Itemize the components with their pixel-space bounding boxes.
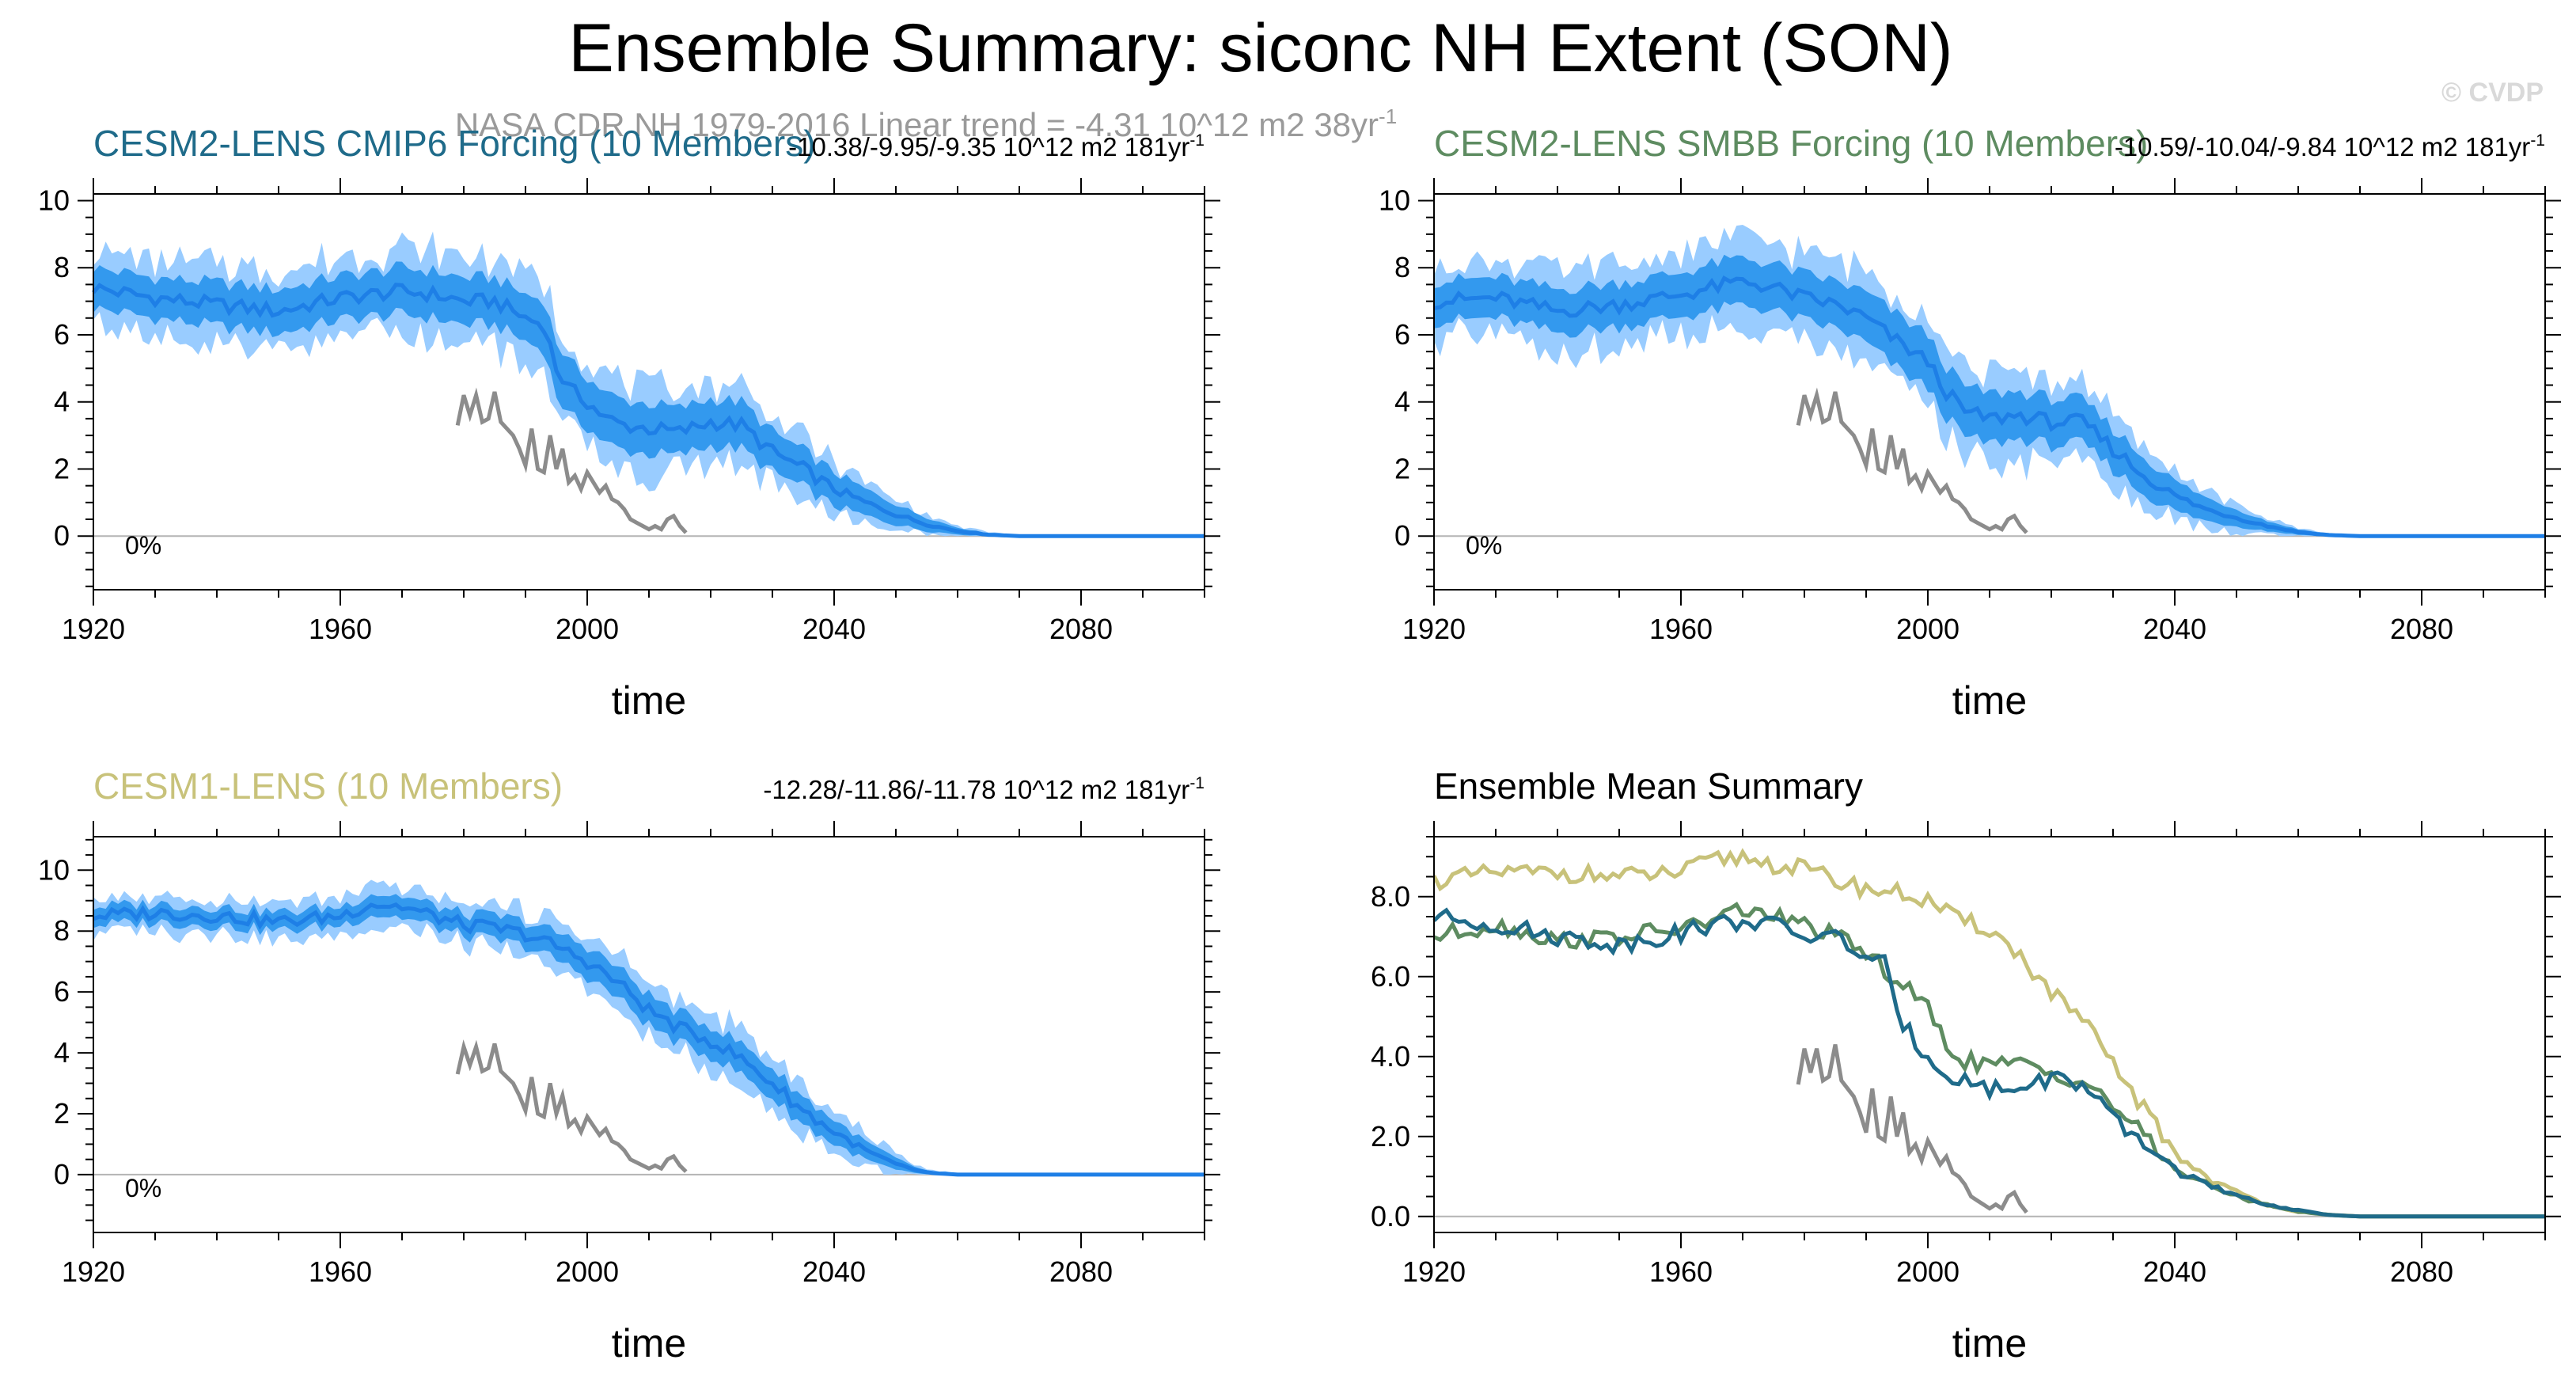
obs-trend-note: NASA CDR NH 1979-2016 Linear trend = -4.… — [455, 104, 1397, 143]
ensemble-range-band — [1434, 225, 2545, 537]
panel-title: CESM1-LENS (10 Members) — [93, 765, 563, 807]
percent-label: 0% — [1466, 531, 1502, 560]
panel-title: Ensemble Mean Summary — [1434, 765, 1863, 807]
y-tick-label: 0.0 — [1371, 1200, 1410, 1232]
x-tick-label: 2080 — [2390, 1255, 2453, 1288]
plot-frame — [1433, 836, 2546, 1233]
x-tick-label: 2040 — [802, 1255, 866, 1288]
x-tick-label: 2040 — [2143, 1255, 2206, 1288]
panels-group: CESM2-LENS CMIP6 Forcing (10 Members)-10… — [38, 123, 2561, 1365]
x-tick-label: 2080 — [2390, 613, 2453, 645]
ensemble-iqr-band — [1434, 254, 2545, 537]
y-tick-label: 10 — [1379, 184, 1410, 216]
y-tick-label: 6.0 — [1371, 960, 1410, 993]
trend-label: -10.59/-10.04/-9.84 10^12 m2 181yr-1 — [2115, 131, 2545, 161]
y-tick-label: 2 — [54, 452, 70, 484]
x-tick-label: 2000 — [1896, 613, 1960, 645]
panel-title: CESM2-LENS SMBB Forcing (10 Members) — [1434, 123, 2148, 164]
y-tick-label: 4 — [54, 385, 70, 418]
ensemble-iqr-band — [93, 894, 1205, 1175]
ensemble-mean-line — [1433, 275, 2545, 538]
x-tick-label: 1920 — [1402, 1255, 1466, 1288]
x-tick-label: 1920 — [1402, 613, 1466, 645]
x-axis-label: time — [1952, 1321, 2027, 1365]
percent-label: 0% — [125, 531, 161, 560]
y-tick-label: 0 — [54, 1158, 70, 1191]
x-tick-label: 2000 — [556, 613, 619, 645]
y-tick-label: 10 — [38, 853, 70, 886]
x-tick-label: 1920 — [62, 1255, 125, 1288]
x-tick-label: 2000 — [556, 1255, 619, 1288]
y-tick-label: 8 — [54, 914, 70, 947]
y-tick-label: 10 — [38, 184, 70, 216]
cvdp-credit: © CVDP — [2441, 78, 2544, 108]
x-tick-label: 1960 — [309, 613, 372, 645]
x-axis-label: time — [1952, 678, 2027, 723]
x-tick-label: 1960 — [1649, 613, 1713, 645]
panel-1: CESM2-LENS CMIP6 Forcing (10 Members)-10… — [38, 123, 1220, 723]
ensemble-iqr-band — [93, 261, 1205, 537]
y-tick-label: 4 — [54, 1036, 70, 1069]
panel-3: CESM1-LENS (10 Members) -12.28/-11.86/-11… — [38, 765, 1220, 1365]
figure-title: Ensemble Summary: siconc NH Extent (SON) — [568, 10, 1952, 86]
y-tick-label: 6 — [54, 975, 70, 1008]
y-tick-label: 8 — [54, 251, 70, 283]
observations-line — [455, 387, 688, 534]
y-tick-label: 0 — [54, 519, 70, 552]
x-tick-label: 1960 — [1649, 1255, 1713, 1288]
x-axis-label: time — [612, 678, 686, 723]
ensemble-mean-line — [92, 283, 1205, 538]
trend-label: -12.28/-11.86/-11.78 10^12 m2 181yr-1 — [763, 774, 1205, 804]
panel-title: CESM2-LENS CMIP6 Forcing (10 Members) — [93, 123, 816, 164]
observations-line — [1796, 1044, 2028, 1214]
x-axis-label: time — [612, 1321, 686, 1365]
panel-2: CESM2-LENS SMBB Forcing (10 Members)-10.… — [1379, 123, 2561, 723]
x-tick-label: 1960 — [309, 1255, 372, 1288]
x-tick-label: 2040 — [802, 613, 866, 645]
ensemble-range-band — [93, 231, 1205, 537]
y-tick-label: 6 — [1394, 318, 1410, 351]
y-tick-label: 6 — [54, 318, 70, 351]
series-line-cesm2-lens-smbb-forcing — [1433, 902, 2545, 1219]
series-line-cesm2-lens-cmip6-forcing — [1432, 907, 2545, 1219]
ensemble-mean-line — [93, 902, 1205, 1177]
x-tick-label: 2040 — [2143, 613, 2206, 645]
series-line-cesm1-lens — [1432, 848, 2545, 1219]
observations-line — [1796, 387, 2028, 534]
y-tick-label: 8.0 — [1371, 880, 1410, 913]
observations-line — [455, 1039, 688, 1173]
x-tick-label: 2080 — [1049, 1255, 1113, 1288]
trend-label: -10.38/-9.95/-9.35 10^12 m2 181yr-1 — [788, 131, 1205, 161]
y-tick-label: 4 — [1394, 385, 1410, 418]
y-tick-label: 0 — [1394, 519, 1410, 552]
panel-4: Ensemble Mean Summary 1920 1960 2000 2040 208… — [1371, 765, 2561, 1365]
x-tick-label: 2000 — [1896, 1255, 1960, 1288]
x-tick-label: 1920 — [62, 613, 125, 645]
ensemble-range-band — [93, 879, 1205, 1175]
y-tick-label: 2 — [1394, 452, 1410, 484]
y-tick-label: 4.0 — [1371, 1040, 1410, 1073]
y-tick-label: 2 — [54, 1097, 70, 1130]
percent-label: 0% — [125, 1174, 161, 1202]
x-tick-label: 2080 — [1049, 613, 1113, 645]
y-tick-label: 2.0 — [1371, 1120, 1410, 1153]
y-tick-label: 8 — [1394, 251, 1410, 283]
